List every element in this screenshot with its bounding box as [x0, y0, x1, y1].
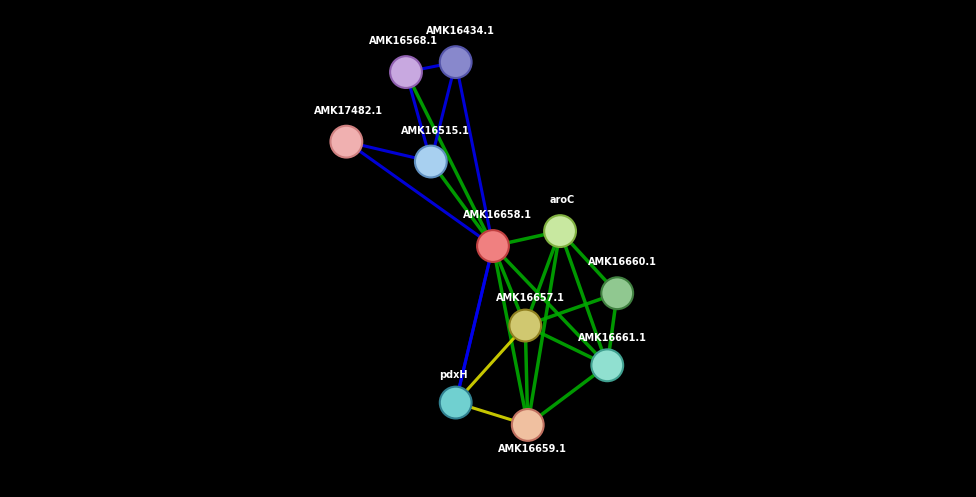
Text: pdxH: pdxH — [439, 370, 468, 380]
Text: aroC: aroC — [549, 195, 575, 205]
Circle shape — [390, 56, 422, 88]
Text: AMK16659.1: AMK16659.1 — [499, 444, 567, 454]
Text: AMK16515.1: AMK16515.1 — [401, 126, 470, 136]
Circle shape — [477, 230, 508, 262]
Text: AMK16434.1: AMK16434.1 — [427, 26, 495, 36]
Circle shape — [591, 349, 624, 381]
Text: AMK16660.1: AMK16660.1 — [588, 257, 657, 267]
Text: AMK16568.1: AMK16568.1 — [369, 36, 438, 46]
Circle shape — [545, 215, 576, 247]
Circle shape — [511, 409, 544, 441]
Circle shape — [509, 310, 541, 341]
Text: AMK16657.1: AMK16657.1 — [496, 293, 565, 303]
Text: AMK16658.1: AMK16658.1 — [464, 210, 533, 220]
Text: AMK17482.1: AMK17482.1 — [314, 106, 384, 116]
Circle shape — [331, 126, 362, 158]
Text: AMK16661.1: AMK16661.1 — [578, 333, 647, 343]
Circle shape — [440, 387, 471, 418]
Circle shape — [440, 46, 471, 78]
Circle shape — [601, 277, 633, 309]
Circle shape — [415, 146, 447, 177]
